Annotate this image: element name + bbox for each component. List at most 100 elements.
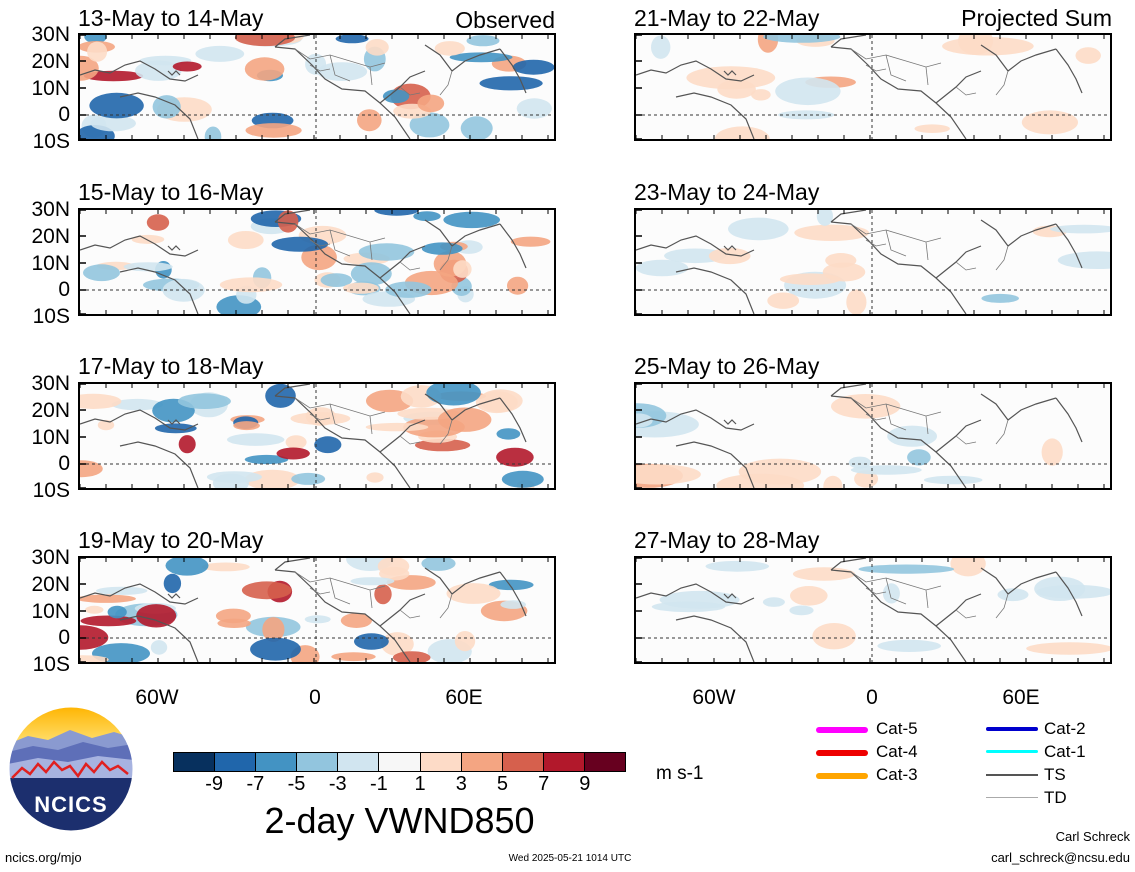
anomaly-contour bbox=[823, 475, 843, 488]
y-tick-label: 30N bbox=[31, 198, 70, 221]
coastline bbox=[274, 558, 311, 571]
country-border bbox=[955, 261, 977, 271]
anomaly-contour bbox=[914, 124, 950, 133]
anomaly-contour bbox=[728, 217, 789, 241]
coastline bbox=[499, 48, 527, 94]
coastline bbox=[274, 46, 411, 139]
anomaly-contour bbox=[217, 618, 251, 628]
coastline bbox=[379, 419, 426, 453]
country-border bbox=[885, 577, 907, 605]
anomaly-contour bbox=[177, 393, 231, 409]
anomaly-contour bbox=[446, 583, 501, 604]
anomaly-contour bbox=[512, 59, 554, 75]
anomaly-contour bbox=[426, 384, 481, 406]
coastline bbox=[830, 210, 867, 223]
anomaly-contour bbox=[848, 456, 871, 469]
coastline bbox=[980, 393, 1057, 421]
country-border bbox=[885, 403, 907, 431]
map-field bbox=[78, 33, 556, 141]
legend-label: Cat-4 bbox=[876, 742, 918, 761]
country-border bbox=[294, 571, 351, 585]
anomaly-contour bbox=[331, 652, 376, 662]
country-border bbox=[905, 583, 942, 591]
y-tick-label: 30N bbox=[31, 372, 70, 395]
colorbar-strip bbox=[173, 752, 626, 772]
coastline bbox=[274, 35, 311, 48]
anomaly-contour bbox=[664, 248, 727, 264]
anomaly-contour bbox=[1050, 224, 1110, 234]
coastline bbox=[379, 593, 426, 627]
anomaly-contour bbox=[438, 407, 492, 432]
country-border bbox=[865, 413, 887, 421]
country-border bbox=[349, 409, 386, 417]
anomaly-contour bbox=[907, 449, 931, 466]
legend-swatch bbox=[986, 727, 1038, 731]
x-tick-label: 60W bbox=[135, 686, 179, 709]
anomaly-contour bbox=[479, 76, 543, 91]
country-border bbox=[850, 48, 907, 62]
anomaly-contour bbox=[131, 234, 165, 244]
anomaly-contour bbox=[285, 435, 307, 450]
anomaly-contour bbox=[233, 421, 260, 431]
anomaly-contour bbox=[136, 604, 177, 628]
country-border bbox=[439, 245, 453, 271]
anomaly-contour bbox=[111, 398, 163, 411]
colorbar-tick-label: 7 bbox=[538, 773, 550, 795]
colorbar-units: m s-1 bbox=[656, 763, 704, 784]
country-border bbox=[850, 571, 907, 585]
y-tick-label: 10N bbox=[31, 252, 70, 275]
x-tick-label: 0 bbox=[309, 686, 321, 709]
anomaly-contour bbox=[340, 613, 372, 628]
y-tick-label: 30N bbox=[31, 546, 70, 569]
legend-swatch bbox=[816, 750, 868, 756]
anomaly-contour bbox=[686, 66, 776, 90]
anomaly-contour bbox=[1026, 642, 1110, 655]
country-border bbox=[309, 239, 331, 247]
coastline bbox=[1055, 223, 1083, 269]
coastline bbox=[675, 267, 755, 314]
anomaly-contour bbox=[374, 584, 392, 605]
x-tick-label: 0 bbox=[866, 686, 878, 709]
coastline bbox=[167, 593, 181, 599]
panel-title: 15-May to 16-May bbox=[78, 179, 264, 205]
anomaly-contour bbox=[304, 615, 331, 624]
colorbar-tick-label: 9 bbox=[579, 773, 591, 795]
y-tick-label: 10N bbox=[31, 426, 70, 449]
country-border bbox=[995, 419, 1009, 445]
anomaly-contour bbox=[453, 260, 472, 278]
country-border bbox=[309, 587, 331, 595]
anomaly-contour bbox=[291, 472, 326, 485]
anomaly-contour bbox=[449, 52, 513, 63]
anomaly-contour bbox=[317, 62, 368, 81]
coastline bbox=[1055, 397, 1083, 443]
coastline bbox=[723, 70, 737, 76]
anomaly-contour bbox=[365, 39, 389, 56]
anomaly-contour bbox=[887, 425, 937, 447]
map-field bbox=[78, 208, 556, 316]
country-border bbox=[439, 70, 453, 96]
coastline bbox=[935, 245, 982, 279]
anomaly-contour bbox=[409, 112, 450, 138]
y-tick-label: 30N bbox=[31, 23, 70, 46]
anomaly-contour bbox=[152, 95, 181, 119]
country-border bbox=[865, 64, 887, 72]
anomaly-contour bbox=[379, 566, 410, 581]
anomaly-contour bbox=[204, 126, 222, 139]
legend-swatch bbox=[986, 750, 1038, 753]
coastline bbox=[1055, 48, 1083, 94]
anomaly-contour bbox=[219, 277, 283, 293]
map-canvas bbox=[636, 384, 1110, 488]
coastline bbox=[424, 219, 501, 247]
anomaly-contour bbox=[942, 36, 1034, 56]
coastline bbox=[1055, 571, 1083, 617]
map-field bbox=[634, 33, 1112, 141]
country-border bbox=[955, 86, 977, 96]
colorbar-box bbox=[420, 753, 462, 771]
coastline bbox=[830, 569, 967, 662]
country-border bbox=[995, 593, 1009, 619]
anomaly-contour bbox=[245, 123, 302, 138]
colorbar-box bbox=[584, 753, 626, 771]
anomaly-contour bbox=[92, 643, 150, 662]
colorbar-tick-label: -1 bbox=[370, 773, 388, 795]
coastline bbox=[830, 384, 867, 397]
